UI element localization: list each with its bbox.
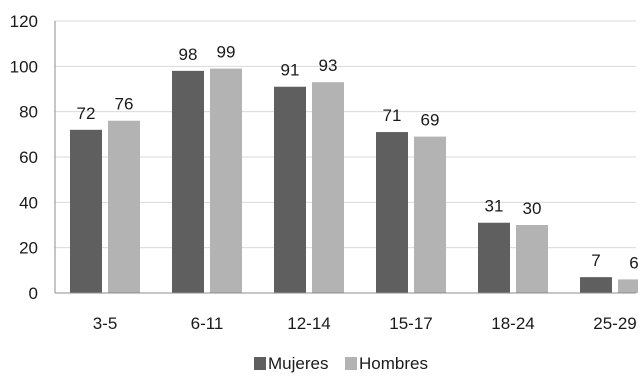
data-label: 71 [383, 106, 402, 125]
y-tick-label: 100 [10, 57, 38, 76]
x-category-label: 15-17 [389, 314, 432, 333]
bar-hombres-15-17 [414, 136, 446, 293]
x-axis-categories: 3-5 6-11 12-14 15-17 18-24 25-29 [93, 314, 637, 333]
y-tick-label: 80 [19, 103, 38, 122]
x-category-label: 6-11 [191, 314, 224, 333]
bar-mujeres-6-11 [172, 70, 204, 293]
x-category-label: 3-5 [93, 314, 118, 333]
legend-swatch-mujeres [254, 357, 266, 370]
y-tick-label: 20 [19, 239, 38, 258]
bar-hombres-3-5 [108, 120, 140, 293]
x-category-label: 18-24 [491, 314, 534, 333]
y-tick-label: 0 [29, 284, 38, 303]
y-tick-label: 40 [19, 193, 38, 212]
bar-mujeres-3-5 [70, 129, 102, 293]
x-category-label: 25-29 [593, 314, 636, 333]
bar-hombres-6-11 [210, 68, 242, 293]
gridlines [55, 20, 636, 249]
data-label: 91 [281, 61, 300, 80]
data-label: 30 [523, 199, 542, 218]
legend-label-mujeres: Mujeres [268, 354, 328, 373]
bar-mujeres-15-17 [376, 132, 408, 293]
data-label: 93 [319, 56, 338, 75]
legend: Mujeres Hombres [254, 354, 428, 373]
data-label: 98 [179, 45, 198, 64]
data-label: 69 [421, 111, 440, 130]
bars [70, 68, 638, 293]
x-category-label: 12-14 [287, 314, 330, 333]
data-label: 76 [115, 95, 134, 114]
bar-mujeres-25-29 [580, 277, 612, 293]
data-label: 31 [485, 197, 504, 216]
legend-label-hombres: Hombres [359, 354, 428, 373]
bar-mujeres-18-24 [478, 222, 510, 293]
data-label: 72 [77, 104, 96, 123]
bar-hombres-18-24 [516, 225, 548, 293]
data-label: 7 [591, 251, 600, 270]
bar-hombres-12-14 [312, 82, 344, 293]
bar-hombres-25-29 [618, 279, 638, 293]
bar-mujeres-12-14 [274, 86, 306, 293]
data-label: 6 [629, 253, 638, 272]
data-label: 99 [217, 43, 236, 62]
y-tick-label: 120 [10, 12, 38, 31]
y-tick-label: 60 [19, 148, 38, 167]
legend-swatch-hombres [345, 357, 357, 370]
y-axis-ticks: 0 20 40 60 80 100 120 [10, 12, 38, 303]
